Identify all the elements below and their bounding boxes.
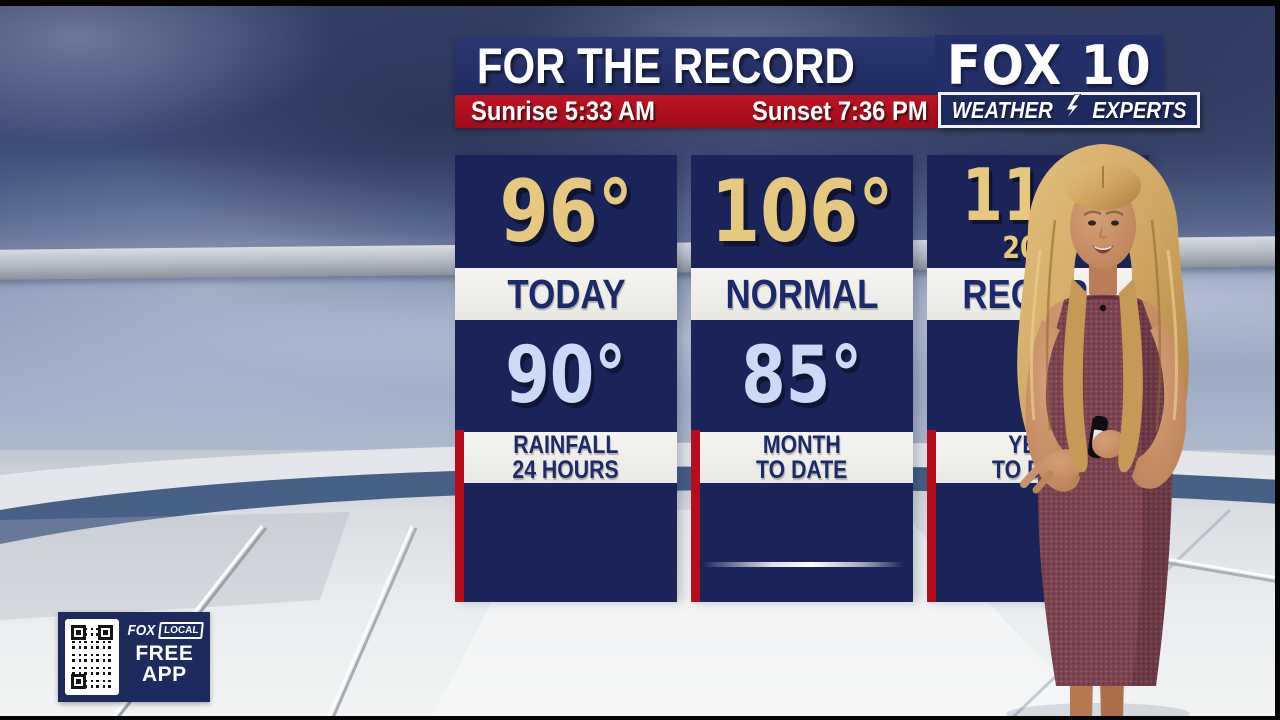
red-accent-stripe <box>455 430 464 602</box>
stat-column-normal: 106° NORMAL 85° MONTH TO DATE <box>691 155 913 602</box>
normal-high-value: 106° <box>710 161 894 262</box>
rainfall-label-line2: 24 HOURS <box>512 455 620 484</box>
station-logo-box: FOX 10 <box>935 33 1163 97</box>
qr-code <box>65 619 119 695</box>
today-low-value: 90° <box>505 331 627 421</box>
month-label-line1: MONTH <box>763 430 841 459</box>
normal-high-row: 106° <box>691 155 913 268</box>
month-label-line2: TO DATE <box>756 455 848 484</box>
qr-finder-icon <box>97 625 113 640</box>
weather-experts-badge: WEATHER EXPERTS <box>938 92 1200 128</box>
stat-column-today: 96° TODAY 90° RAINFALL 24 HOURS <box>455 155 677 602</box>
sunrise-time: Sunrise 5:33 AM <box>471 96 655 126</box>
fox-local-box: LOCAL <box>157 622 204 639</box>
red-accent-stripe <box>691 430 700 602</box>
promo-line-app: APP <box>142 663 187 686</box>
normal-label: NORMAL <box>725 270 879 317</box>
today-low-row: 90° <box>455 320 677 432</box>
fox-local-brand: FOX <box>127 622 156 639</box>
bottom-black-bar <box>0 716 1280 720</box>
fox-local-logo: FOX LOCAL <box>126 622 204 639</box>
right-black-bar <box>1275 0 1280 720</box>
today-high-value: 96° <box>499 161 633 262</box>
weather-presenter <box>1006 144 1190 720</box>
month-to-date-band: MONTH TO DATE <box>691 432 913 483</box>
lightning-bolt-icon <box>1064 94 1082 122</box>
today-label-band: TODAY <box>455 268 677 320</box>
normal-low-value: 85° <box>741 331 863 421</box>
lens-glint <box>701 562 903 567</box>
promo-text-block: FOX LOCAL FREE APP <box>126 619 204 695</box>
badge-word-right: EXPERTS <box>1092 96 1187 123</box>
station-logo: FOX 10 <box>946 33 1152 97</box>
rainfall-24h-band: RAINFALL 24 HOURS <box>455 432 677 483</box>
qr-finder-icon <box>71 674 86 689</box>
red-accent-stripe <box>927 430 936 602</box>
rainfall-label-line1: RAINFALL <box>513 430 619 459</box>
sunset-time: Sunset 7:36 PM <box>752 96 928 126</box>
promo-line-free: FREE <box>135 642 194 665</box>
today-label: TODAY <box>506 270 626 317</box>
fox-local-app-promo: FOX LOCAL FREE APP <box>58 612 210 702</box>
sunrise-sunset-banner: Sunrise 5:33 AM Sunset 7:36 PM <box>455 95 938 128</box>
page-title: FOR THE RECORD <box>476 38 855 94</box>
badge-word-left: WEATHER <box>951 96 1053 123</box>
normal-low-row: 85° <box>691 320 913 432</box>
today-high-row: 96° <box>455 155 677 268</box>
normal-label-band: NORMAL <box>691 268 913 320</box>
top-black-bar <box>0 0 1280 6</box>
qr-finder-icon <box>71 625 86 640</box>
